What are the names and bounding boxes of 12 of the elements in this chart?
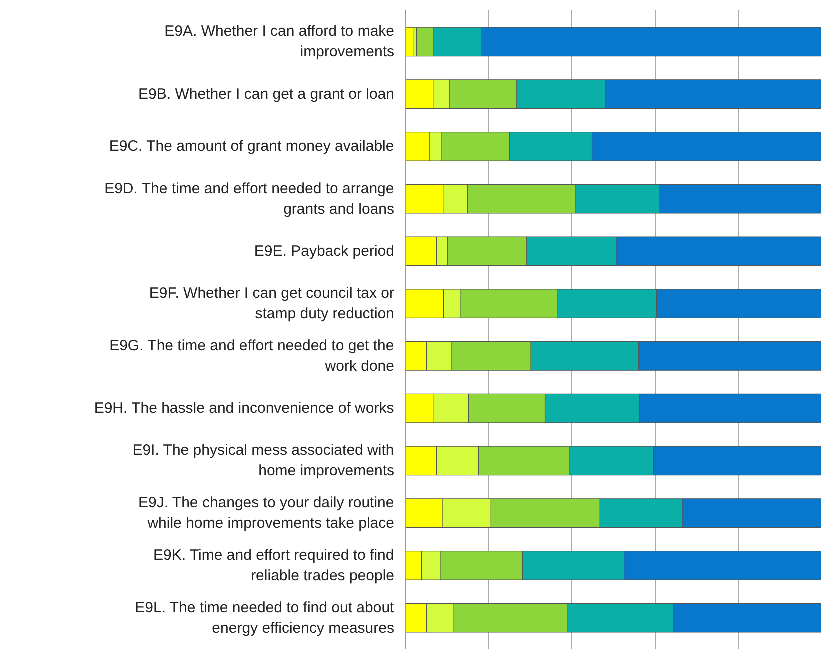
y-tick-label: E9L. The time needed to find out about energy efficiency measures [135, 599, 396, 637]
y-tick-label: E9K. Time and effort required to find reliable trades people [154, 546, 395, 584]
y-tick-label: E9G. The time and effort needed to get the work done [110, 337, 395, 375]
y-tick-label: E9F. Whether I can get council tax or stamp duty reduction [149, 285, 395, 323]
y-tick-label: E9I. The physical mess associated with home improvements [132, 442, 395, 480]
y-tick-label: E9J. The changes to your daily routine while home improvements take place [138, 494, 395, 532]
y-tick-label: E9D. The time and effort needed to arrange grants and loans [104, 180, 395, 218]
y-tick-label: E9H. The hassle and inconvenience of works [94, 400, 394, 418]
y-tick-label: E9E. Payback period [254, 242, 395, 260]
y-tick-label: E9B. Whether I can get a grant or loan [138, 86, 395, 103]
y-tick-label: E9C. The amount of grant money available [109, 138, 394, 156]
y-tick-label: E9A. Whether I can afford to make improvements [164, 23, 395, 61]
